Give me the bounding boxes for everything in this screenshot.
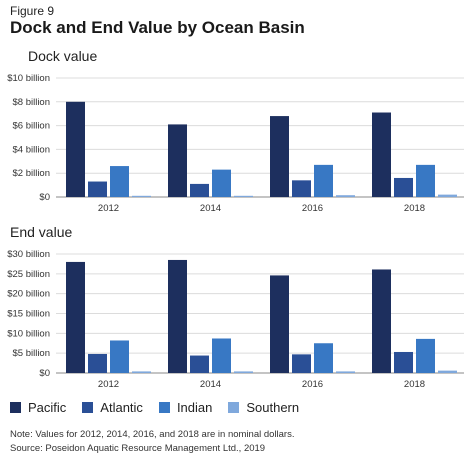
legend-item-pacific: Pacific xyxy=(10,400,66,415)
source-note: Source: Poseidon Aquatic Resource Manage… xyxy=(10,443,266,454)
bar-indian-2014 xyxy=(212,169,231,197)
legend-swatch-indian xyxy=(158,402,170,413)
y-tick-label: $2 billion xyxy=(13,168,51,179)
bar-southern-2012 xyxy=(132,371,151,373)
end-value-chart: $0 $5 billion $10 billion $15 billion $20 bi… xyxy=(7,249,464,390)
legend-label-atlantic: Atlantic xyxy=(100,400,143,415)
y-tick-label: $10 billion xyxy=(7,73,50,84)
legend: Pacific Atlantic Indian Southern xyxy=(10,400,315,415)
bar-southern-2016 xyxy=(336,195,355,197)
y-tick-label: $4 billion xyxy=(13,144,51,155)
y-tick-label: $6 billion xyxy=(13,121,51,132)
dock-value-chart: $0 $2 billion $4 billion $6 billion $8 billi… xyxy=(7,73,464,214)
bar-pacific-2018 xyxy=(372,112,391,197)
bar-southern-2014 xyxy=(234,371,253,373)
y-tick-label: $30 billion xyxy=(7,249,50,260)
y-tick-label: $15 billion xyxy=(7,309,50,320)
y-tick-label: $10 billion xyxy=(7,328,50,339)
legend-item-southern: Southern xyxy=(228,400,299,415)
bar-atlantic-2016 xyxy=(292,180,311,197)
bar-atlantic-2016 xyxy=(292,354,311,373)
y-tick-label: $8 billion xyxy=(13,97,51,108)
bar-indian-2012 xyxy=(110,166,129,197)
bar-atlantic-2014 xyxy=(190,183,209,197)
x-tick-label: 2014 xyxy=(200,203,221,214)
bar-atlantic-2018 xyxy=(394,177,413,197)
dock-panel-title: Dock value xyxy=(28,48,98,64)
x-tick-label: 2012 xyxy=(98,203,119,214)
bar-atlantic-2014 xyxy=(190,355,209,373)
legend-swatch-atlantic xyxy=(82,402,94,413)
legend-label-southern: Southern xyxy=(246,400,300,415)
y-tick-label: $0 xyxy=(39,192,50,203)
legend-item-indian: Indian xyxy=(158,400,213,415)
legend-label-indian: Indian xyxy=(176,400,213,415)
x-tick-label: 2016 xyxy=(302,203,323,214)
y-tick-label: $0 xyxy=(39,368,50,379)
bar-pacific-2018 xyxy=(372,269,391,373)
bar-pacific-2012 xyxy=(66,261,85,373)
bar-pacific-2014 xyxy=(168,259,187,373)
bar-indian-2016 xyxy=(314,343,333,373)
legend-swatch-southern xyxy=(228,402,240,413)
legend-swatch-pacific xyxy=(10,402,21,413)
legend-item-atlantic: Atlantic xyxy=(82,400,143,415)
bar-indian-2018 xyxy=(416,338,435,373)
x-tick-label: 2012 xyxy=(98,379,119,390)
bar-indian-2018 xyxy=(416,164,435,197)
bar-pacific-2016 xyxy=(270,275,289,373)
y-tick-label: $25 billion xyxy=(7,269,50,280)
x-tick-label: 2018 xyxy=(404,203,425,214)
footnote: Note: Values for 2012, 2014, 2016, and 2… xyxy=(10,429,295,440)
x-tick-label: 2014 xyxy=(200,379,221,390)
bar-southern-2016 xyxy=(336,371,355,373)
bar-southern-2014 xyxy=(234,195,253,197)
bar-indian-2014 xyxy=(212,338,231,373)
y-tick-label: $5 billion xyxy=(13,348,51,359)
bar-pacific-2016 xyxy=(270,116,289,197)
bar-atlantic-2012 xyxy=(88,181,107,197)
bar-southern-2018 xyxy=(438,370,457,373)
x-tick-label: 2016 xyxy=(302,379,323,390)
bar-pacific-2012 xyxy=(66,101,85,197)
bar-atlantic-2012 xyxy=(88,353,107,373)
bar-indian-2012 xyxy=(110,340,129,373)
end-panel-title: End value xyxy=(10,224,73,240)
bar-indian-2016 xyxy=(314,164,333,197)
bar-southern-2012 xyxy=(132,195,151,197)
y-tick-label: $20 billion xyxy=(7,289,50,300)
x-tick-label: 2018 xyxy=(404,379,425,390)
bar-atlantic-2018 xyxy=(394,351,413,373)
bar-southern-2018 xyxy=(438,194,457,197)
figure-label: Figure 9 xyxy=(10,4,55,18)
legend-label-pacific: Pacific xyxy=(28,400,67,415)
bar-pacific-2014 xyxy=(168,124,187,197)
chart-title: Dock and End Value by Ocean Basin xyxy=(10,18,305,37)
